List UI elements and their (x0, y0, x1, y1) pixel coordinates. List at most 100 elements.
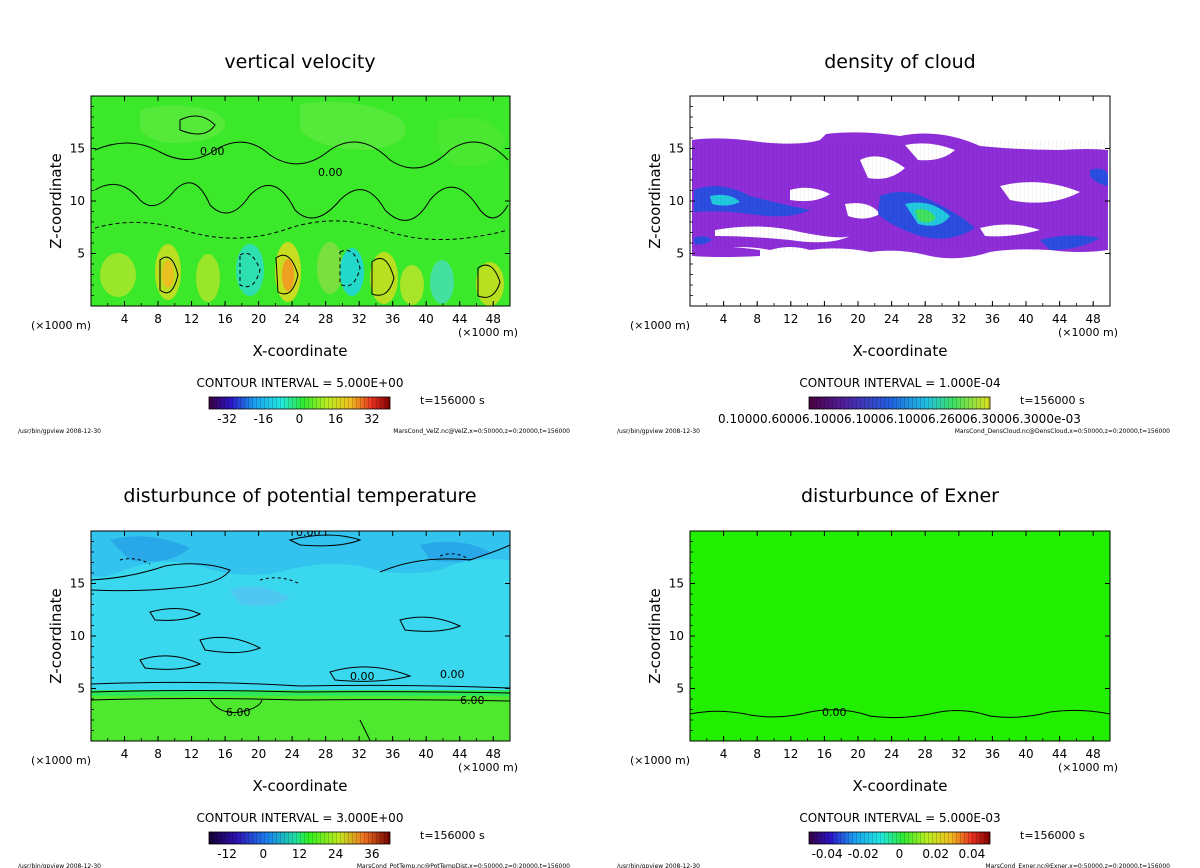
colorbar-divisions (809, 397, 990, 409)
x-tick-label: 20 (850, 747, 865, 761)
x-tick-label: 40 (419, 312, 434, 326)
x-tick-label: 32 (951, 747, 966, 761)
contours (94, 115, 509, 298)
colorbar-tick-label: 16 (328, 412, 343, 426)
contour-label: 6.00 (226, 706, 251, 719)
lower-cells (100, 242, 504, 306)
colorbar-tick-label: -0.02 (848, 847, 879, 861)
x-tick-label: 32 (951, 312, 966, 326)
contour-label: 0.00 (440, 668, 465, 681)
y-tick-label: 10 (70, 194, 85, 208)
x-unit-label: (×1000 m) (1058, 326, 1118, 339)
z-unit-label: (×1000 m) (630, 319, 690, 332)
x-tick-label: 44 (1052, 312, 1067, 326)
x-tick-label: 28 (318, 747, 333, 761)
y-tick-label: 15 (70, 577, 85, 591)
contour-label: 0.00 (318, 166, 343, 179)
x-tick-label: 24 (284, 312, 299, 326)
colorbar-divisions (209, 397, 390, 409)
y-tick-label: 5 (676, 247, 684, 261)
x-axis-title: X-coordinate (253, 342, 348, 360)
x-tick-label: 24 (284, 747, 299, 761)
x-tick-label: 8 (753, 312, 761, 326)
footer-right: MarsCond_Exner.nc@Exner,x=0:50000,z=0:20… (985, 863, 1170, 868)
plot-field: 0.00 0.00 (91, 96, 510, 306)
contour-interval: CONTOUR INTERVAL = 1.000E-04 (799, 376, 1000, 390)
colorbar-tick-label: 0 (896, 847, 904, 861)
x-tick-label: 12 (184, 312, 199, 326)
time-label: t=156000 s (420, 829, 485, 842)
panel-exner: disturbunce of Exner 0.00 (689, 485, 1111, 742)
x-tick-label: 40 (1018, 747, 1033, 761)
colorbar-tick-label: 32 (364, 412, 379, 426)
y-tick-label: 10 (669, 194, 684, 208)
footer-left: /usr/bin/gpview 2008-12-30 (18, 428, 101, 435)
colorbar-tick-label: 12 (292, 847, 307, 861)
x-axis-title: X-coordinate (253, 777, 348, 795)
contour-interval: CONTOUR INTERVAL = 5.000E+00 (197, 376, 404, 390)
panel-title: vertical velocity (224, 51, 375, 73)
y-tick-label: 15 (669, 142, 684, 156)
x-tick-label: 8 (154, 312, 162, 326)
panel-potential-temperature: disturbunce of potential temperature (90, 485, 511, 742)
x-tick-label: 4 (121, 312, 129, 326)
colorbar-tick-label: -0.04 (812, 847, 843, 861)
footer-left: /usr/bin/gpview 2008-12-30 (617, 428, 700, 435)
x-tick-label: 24 (884, 312, 899, 326)
x-tick-label: 8 (154, 747, 162, 761)
time-label: t=156000 s (1020, 829, 1085, 842)
colorbar-tick-label: -16 (253, 412, 273, 426)
x-tick-label: 16 (217, 312, 232, 326)
x-tick-label: 48 (1086, 747, 1101, 761)
x-tick-label: 28 (318, 312, 333, 326)
colorbar-divisions (209, 832, 390, 844)
y-tick-label: 5 (77, 247, 85, 261)
x-tick-label: 24 (884, 747, 899, 761)
z-unit-label: (×1000 m) (31, 754, 91, 767)
panel-title: disturbunce of potential temperature (123, 485, 476, 507)
x-axis-title: X-coordinate (853, 342, 948, 360)
y-tick-label: 5 (676, 682, 684, 696)
x-tick-label: 28 (918, 747, 933, 761)
z-unit-label: (×1000 m) (31, 319, 91, 332)
y-tick-label: 15 (669, 577, 684, 591)
plot-field (690, 96, 1110, 306)
x-tick-label: 20 (251, 312, 266, 326)
time-label: t=156000 s (1020, 394, 1085, 407)
x-tick-label: 16 (817, 747, 832, 761)
x-tick-label: 12 (783, 312, 798, 326)
x-tick-label: 12 (184, 747, 199, 761)
x-unit-label: (×1000 m) (1058, 761, 1118, 774)
panel-vertical-velocity: vertical velocity (90, 51, 511, 307)
y-axis-title: Z-coordinate (47, 153, 65, 248)
x-tick-label: 20 (251, 747, 266, 761)
footer-left: /usr/bin/gpview 2008-12-30 (617, 863, 700, 868)
x-unit-label: (×1000 m) (458, 761, 518, 774)
contour-line (690, 709, 1110, 719)
x-tick-label: 12 (783, 747, 798, 761)
contour-label: 0.00 (200, 145, 225, 158)
contour-label: 6.00 (460, 694, 485, 707)
colorbar-tick-label: 36 (364, 847, 379, 861)
x-tick-label: 32 (352, 747, 367, 761)
colorbar-tick-label: 0 (259, 847, 267, 861)
x-tick-label: 40 (419, 747, 434, 761)
x-tick-label: 36 (985, 747, 1000, 761)
colorbar-tick-label: 0.02 (922, 847, 949, 861)
colorbar-tick-label: -32 (217, 412, 237, 426)
x-tick-label: 44 (452, 747, 467, 761)
contours (91, 534, 510, 741)
x-tick-label: 28 (918, 312, 933, 326)
x-tick-label: 32 (352, 312, 367, 326)
x-tick-label: 44 (452, 312, 467, 326)
x-tick-label: 20 (850, 312, 865, 326)
x-tick-label: 36 (385, 312, 400, 326)
y-axis-title: Z-coordinate (646, 153, 664, 248)
y-tick-label: 10 (669, 629, 684, 643)
time-label: t=156000 s (420, 394, 485, 407)
z-unit-label: (×1000 m) (630, 754, 690, 767)
y-axis-title: Z-coordinate (646, 588, 664, 683)
colorbar-tick-label: 0 (296, 412, 304, 426)
